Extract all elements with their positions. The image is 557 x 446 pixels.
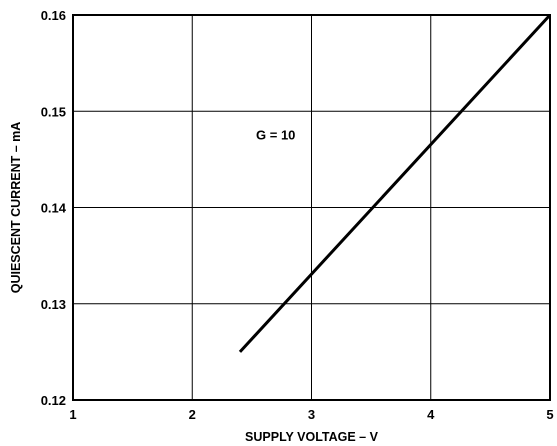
x-tick-label: 4 [427, 407, 435, 422]
x-tick-label: 1 [69, 407, 76, 422]
y-tick-label: 0.16 [41, 8, 66, 23]
x-tick-label: 2 [189, 407, 196, 422]
x-axis-label: SUPPLY VOLTAGE – V [245, 430, 379, 444]
tick-labels: 1 2 3 4 5 0.12 0.13 0.14 0.15 0.16 [41, 8, 554, 422]
y-tick-label: 0.15 [41, 104, 66, 119]
series-line [238, 13, 552, 353]
x-tick-label: 3 [308, 407, 315, 422]
plot-frame [72, 14, 551, 401]
series-layer [238, 13, 552, 353]
y-tick-label: 0.12 [41, 393, 66, 408]
annotation-label: G = 10 [256, 127, 295, 142]
annotations: G = 10 [256, 127, 295, 142]
grid [73, 15, 550, 400]
y-axis-label: QUIESCENT CURRENT – mA [9, 122, 23, 294]
y-tick-label: 0.14 [41, 201, 67, 216]
y-tick-label: 0.13 [41, 297, 66, 312]
x-tick-label: 5 [546, 407, 553, 422]
